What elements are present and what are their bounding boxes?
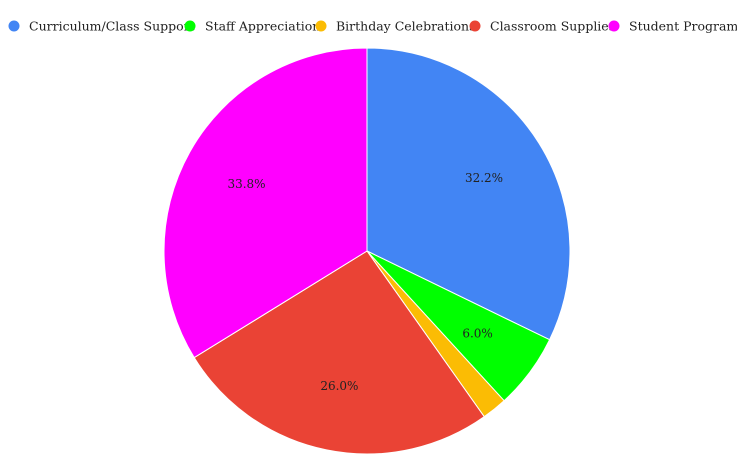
legend: Curriculum/Class Support Staff Appreciati… <box>9 19 737 34</box>
legend-label-student-programs: Student Programs <box>629 19 737 34</box>
slice-value-label-staff-appreciation: 6.0% <box>462 327 493 341</box>
legend-label-birthday-celebrations: Birthday Celebrations <box>336 19 476 34</box>
legend-label-curriculum-class-support: Curriculum/Class Support <box>29 19 195 34</box>
legend-marker-staff-appreciation <box>185 21 196 32</box>
slice-value-label-student-programs: 33.8% <box>227 177 265 191</box>
legend-marker-curriculum-class-support <box>9 21 20 32</box>
legend-label-classroom-supplies: Classroom Supplies <box>490 19 615 34</box>
legend-marker-classroom-supplies <box>470 21 481 32</box>
pie-slices <box>164 48 570 454</box>
legend-marker-student-programs <box>609 21 620 32</box>
legend-marker-birthday-celebrations <box>316 21 327 32</box>
slice-value-label-classroom-supplies: 26.0% <box>320 379 358 393</box>
slice-value-label-curriculum-class-support: 32.2% <box>465 171 503 185</box>
legend-label-staff-appreciation: Staff Appreciation <box>205 19 320 34</box>
